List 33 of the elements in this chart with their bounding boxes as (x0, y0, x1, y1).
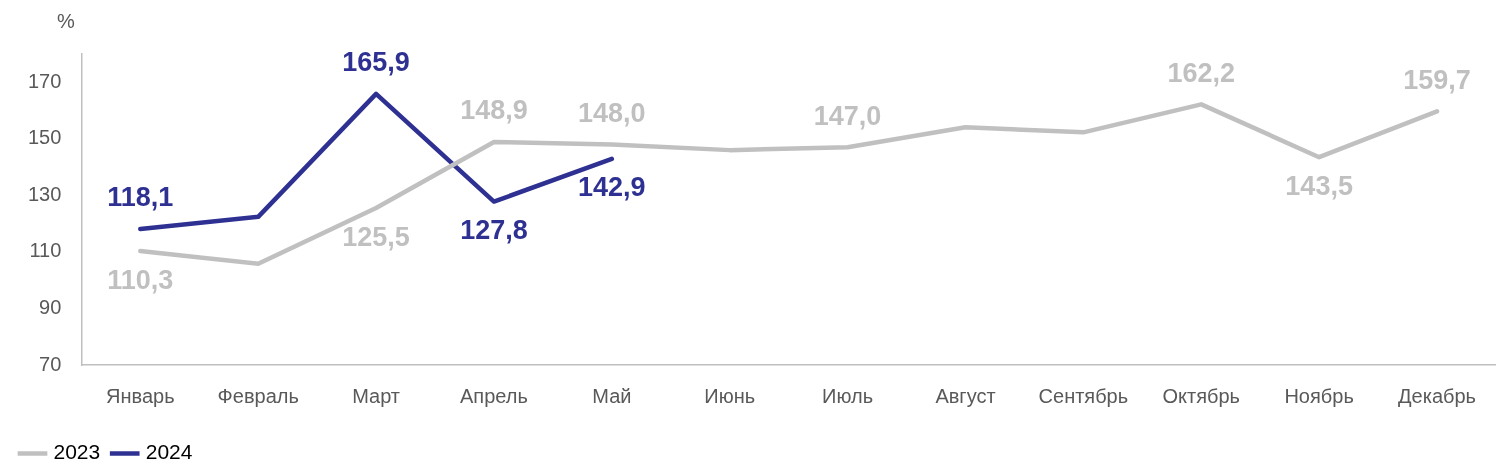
data-label: 148,0 (578, 97, 646, 128)
legend-label: 2023 (53, 440, 101, 464)
y-tick-label: 110 (29, 239, 62, 262)
data-label: 165,9 (342, 47, 410, 78)
y-tick-label: 130 (27, 182, 62, 205)
data-label: 162,2 (1167, 57, 1236, 88)
x-tick-label: Октябрь (1162, 384, 1241, 407)
legend-label: 2024 (145, 440, 193, 464)
x-tick-label: Август (935, 384, 996, 407)
data-label: 142,9 (578, 172, 646, 203)
x-tick-label: Ноябрь (1284, 384, 1354, 407)
x-tick-label: Сентябрь (1038, 384, 1129, 407)
data-label: 127,8 (460, 215, 528, 246)
x-tick-label: Июль (822, 384, 874, 407)
x-tick-label: Май (592, 384, 632, 407)
y-tick-label: 170 (27, 69, 62, 92)
x-tick-label: Апрель (460, 384, 528, 407)
y-tick-label: 70 (39, 352, 62, 375)
x-tick-label: Март (352, 384, 400, 407)
x-tick-label: Январь (106, 384, 175, 407)
y-axis-title: % (57, 9, 76, 32)
data-label: 143,5 (1285, 170, 1353, 201)
data-label: 110,3 (107, 264, 174, 295)
data-label: 125,5 (342, 221, 410, 252)
x-tick-label: Февраль (217, 384, 299, 407)
x-tick-label: Декабрь (1398, 384, 1476, 407)
y-tick-label: 90 (39, 295, 62, 318)
data-label: 148,9 (460, 95, 528, 126)
data-label: 147,0 (813, 100, 882, 131)
data-label: 118,1 (107, 182, 174, 213)
y-tick-label: 150 (27, 126, 62, 149)
data-label: 159,7 (1403, 64, 1471, 95)
x-tick-label: Июнь (704, 384, 756, 407)
